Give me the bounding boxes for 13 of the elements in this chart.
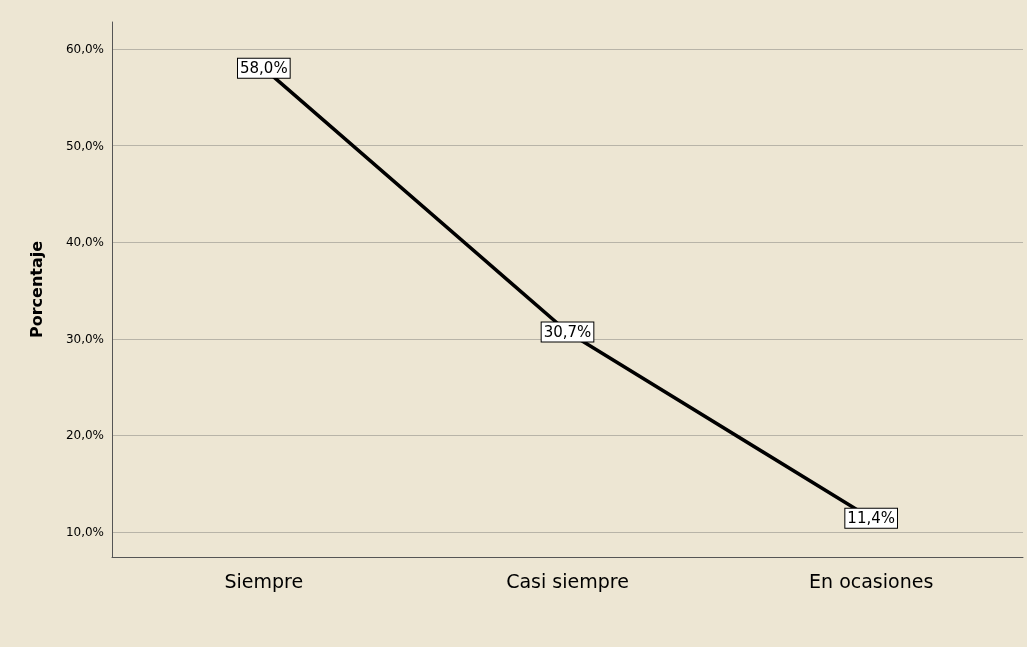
- y-tick-label: 30,0%: [65, 331, 104, 346]
- y-tick-label: 50,0%: [65, 138, 104, 153]
- x-tick-label: En ocasiones: [809, 569, 934, 592]
- x-tick-label: Casi siempre: [506, 569, 629, 592]
- data-label: 30,7%: [543, 322, 592, 341]
- y-tick-label: 10,0%: [65, 524, 104, 539]
- y-tick-label: 20,0%: [65, 428, 104, 443]
- y-tick-label: 60,0%: [65, 42, 104, 57]
- data-label: 11,4%: [847, 509, 895, 528]
- y-axis-title: Porcentaje: [26, 240, 46, 339]
- y-tick-label: 40,0%: [65, 235, 104, 250]
- x-tick-label: Siempre: [224, 569, 304, 592]
- data-label: 58,0%: [240, 59, 288, 78]
